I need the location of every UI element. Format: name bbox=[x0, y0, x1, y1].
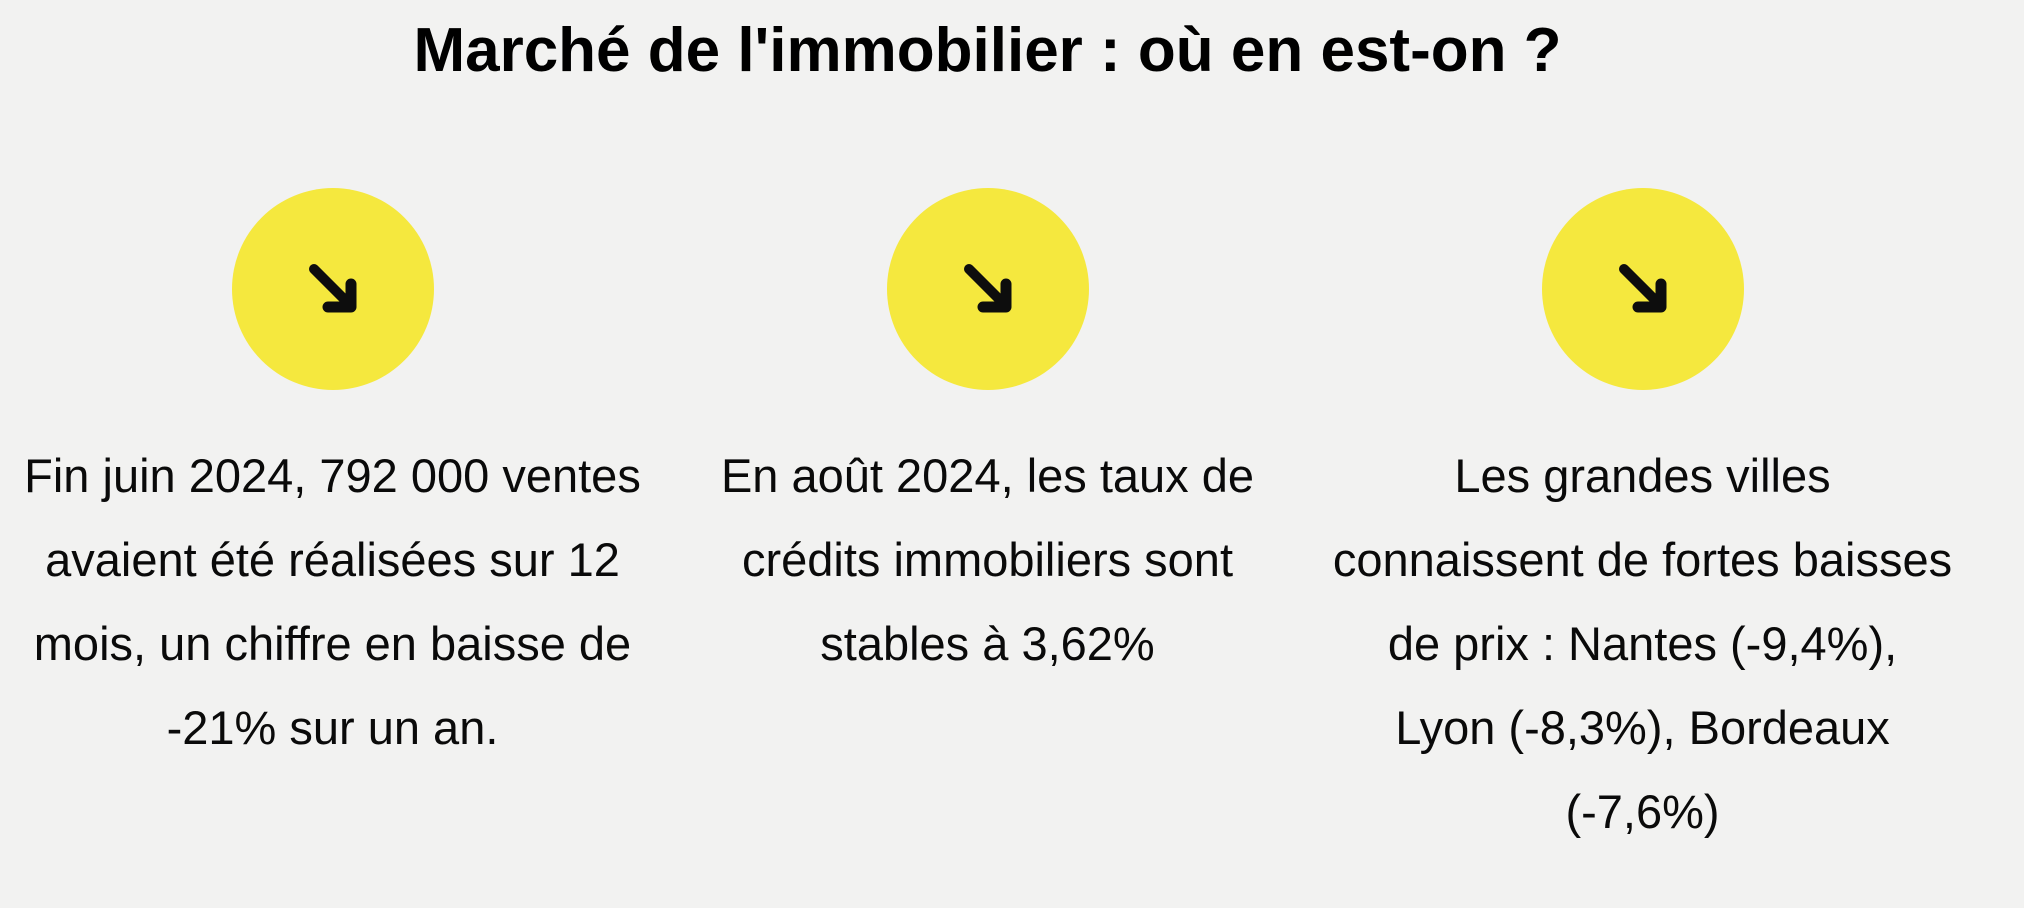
stat-column-sales: Fin juin 2024, 792 000 ventes avaient ét… bbox=[5, 88, 660, 770]
stat-text-sales: Fin juin 2024, 792 000 ventes avaient ét… bbox=[24, 449, 641, 755]
page-title: Marché de l'immobilier : où en est-on ? bbox=[413, 16, 1562, 85]
arrow-down-right-icon bbox=[308, 264, 356, 313]
yellow-circle-badge bbox=[886, 188, 1089, 391]
yellow-circle-badge bbox=[231, 188, 434, 391]
stat-text-cities: Les grandes villes connaissent de fortes… bbox=[1332, 449, 1953, 839]
stat-text-rates: En août 2024, les taux de crédits immobi… bbox=[720, 449, 1255, 671]
infographic: Marché de l'immobilier : où en est-on ? … bbox=[5, 0, 1970, 854]
arrow-down-right-icon bbox=[963, 264, 1011, 313]
stat-columns: Fin juin 2024, 792 000 ventes avaient ét… bbox=[5, 88, 1970, 854]
stat-column-rates: En août 2024, les taux de crédits immobi… bbox=[660, 88, 1315, 686]
yellow-circle-badge bbox=[1541, 188, 1744, 391]
stat-column-cities: Les grandes villes connaissent de fortes… bbox=[1315, 88, 1970, 854]
arrow-down-right-icon bbox=[1618, 264, 1666, 313]
